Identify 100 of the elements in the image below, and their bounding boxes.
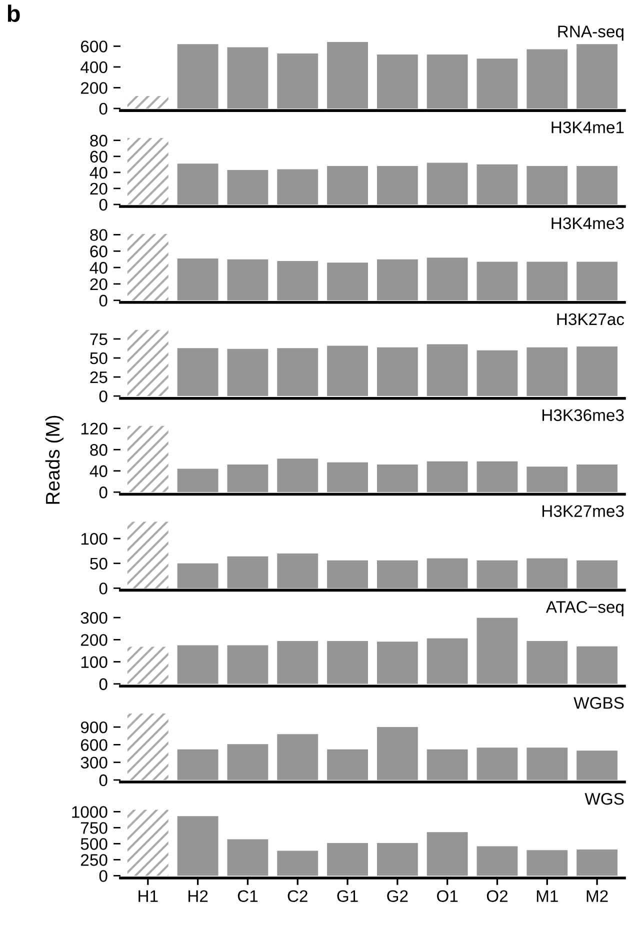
bar bbox=[526, 466, 568, 492]
bar bbox=[327, 346, 368, 396]
y-tick-label: 60 bbox=[90, 246, 108, 258]
bar bbox=[127, 646, 168, 684]
bar bbox=[177, 749, 218, 780]
bar bbox=[526, 166, 568, 204]
y-tick-label: 0 bbox=[99, 102, 108, 115]
chart-title: H3K27me3 bbox=[542, 505, 624, 517]
bar bbox=[177, 816, 218, 876]
bar bbox=[177, 348, 218, 396]
bar bbox=[576, 464, 618, 492]
bar bbox=[526, 347, 568, 396]
bar bbox=[376, 642, 418, 684]
x-tick-label: C2 bbox=[288, 890, 308, 902]
bar bbox=[426, 749, 468, 780]
bar bbox=[127, 426, 168, 492]
y-tick-label: 80 bbox=[90, 229, 108, 241]
y-tick-label: 750 bbox=[81, 822, 108, 834]
bar bbox=[227, 556, 268, 588]
chart-title: H3K36me3 bbox=[542, 409, 624, 422]
y-tick-label: 300 bbox=[80, 612, 108, 624]
bar bbox=[177, 258, 218, 300]
y-tick-label: 0 bbox=[99, 774, 108, 786]
bar bbox=[227, 839, 268, 876]
y-tick-label: 40 bbox=[90, 262, 108, 274]
bar bbox=[426, 162, 468, 204]
bar bbox=[277, 458, 318, 492]
bar bbox=[327, 262, 368, 300]
y-tick-label: 200 bbox=[80, 82, 108, 94]
bar bbox=[127, 234, 168, 300]
y-tick-label: 0 bbox=[99, 390, 108, 402]
bar bbox=[526, 641, 568, 684]
y-axis-title: Reads (M) bbox=[45, 416, 64, 504]
x-tick-label: O1 bbox=[437, 890, 458, 902]
y-tick-label: 50 bbox=[90, 558, 108, 570]
y-tick-label: 80 bbox=[90, 444, 108, 456]
x-tick-label: M2 bbox=[586, 890, 608, 902]
bar bbox=[426, 54, 468, 108]
bar bbox=[327, 166, 368, 204]
bar bbox=[476, 846, 518, 876]
bar bbox=[327, 749, 368, 780]
bar bbox=[426, 558, 468, 588]
bar bbox=[327, 42, 368, 108]
y-tick-label: 25 bbox=[90, 371, 108, 384]
bar bbox=[376, 259, 418, 300]
y-tick-label: 1000 bbox=[72, 806, 108, 818]
bar bbox=[177, 164, 218, 204]
bar bbox=[576, 560, 618, 588]
bar bbox=[227, 464, 268, 492]
bar bbox=[127, 330, 168, 396]
y-tick-label: 0 bbox=[99, 678, 108, 690]
bar bbox=[476, 618, 518, 684]
y-tick-label: 250 bbox=[80, 854, 108, 866]
bar bbox=[327, 462, 368, 492]
chart-title: H3K4me3 bbox=[552, 217, 624, 230]
x-tick-label: H2 bbox=[188, 890, 208, 902]
bar bbox=[127, 138, 168, 204]
text: b bbox=[8, 4, 20, 22]
bar bbox=[227, 47, 268, 108]
x-tick-label: O2 bbox=[486, 890, 508, 902]
bar bbox=[227, 259, 268, 300]
bar bbox=[127, 714, 168, 780]
bar bbox=[526, 558, 568, 588]
bar bbox=[576, 262, 618, 300]
y-tick-label: 0 bbox=[99, 198, 108, 211]
y-tick-label: 600 bbox=[81, 739, 108, 751]
bar bbox=[227, 170, 268, 204]
bar bbox=[376, 464, 418, 492]
bar bbox=[576, 44, 618, 108]
x-tick-label: G2 bbox=[387, 890, 408, 902]
y-tick-label: 900 bbox=[80, 721, 108, 734]
bar bbox=[177, 563, 218, 588]
bar bbox=[476, 461, 518, 492]
bar bbox=[327, 641, 368, 684]
y-tick-label: 400 bbox=[80, 61, 108, 74]
y-tick-label: 80 bbox=[90, 134, 108, 147]
bar bbox=[426, 638, 468, 684]
bar bbox=[476, 350, 518, 396]
bar bbox=[526, 49, 568, 108]
bar bbox=[476, 748, 518, 780]
y-tick-label: 40 bbox=[90, 465, 108, 478]
y-tick-label: 0 bbox=[99, 870, 108, 882]
bar bbox=[376, 166, 418, 204]
y-tick-label: 0 bbox=[99, 582, 108, 594]
bar bbox=[277, 850, 318, 876]
bar bbox=[127, 810, 168, 876]
bar bbox=[177, 645, 218, 684]
bar bbox=[227, 645, 268, 684]
bar bbox=[277, 734, 318, 780]
bar bbox=[376, 843, 418, 876]
y-tick-label: 600 bbox=[81, 40, 108, 52]
bar bbox=[277, 553, 318, 588]
bar bbox=[277, 260, 318, 300]
chart-title: WGS bbox=[584, 792, 624, 805]
chart-title: WGBS bbox=[574, 697, 624, 709]
bar bbox=[426, 258, 468, 300]
bar bbox=[177, 468, 218, 492]
y-tick-label: 120 bbox=[81, 422, 108, 435]
bar bbox=[127, 96, 168, 108]
bar bbox=[476, 560, 518, 588]
